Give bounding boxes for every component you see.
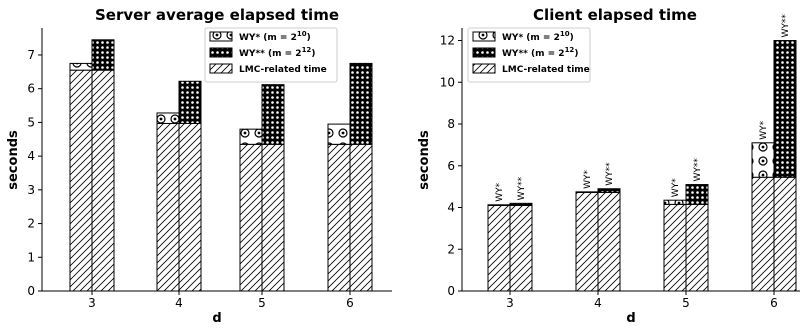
legend-swatch-wy2 xyxy=(209,47,233,58)
bar-label: WY** xyxy=(781,14,791,38)
client-chart: Client elapsed time WY* WY** WY* WY**WY*WY*… xyxy=(417,6,800,326)
y-tick-label: 0 xyxy=(447,284,455,298)
y-tick-label: 8 xyxy=(447,117,455,131)
server-x-label: d xyxy=(212,311,221,326)
bar-wy2-segment xyxy=(178,80,202,124)
bar-label: WY* xyxy=(759,120,769,139)
server-ticks: 0 1 2 3 4 5 6 7 3 4 5 6 xyxy=(27,48,353,310)
bar-lmc-segment xyxy=(663,203,687,292)
bar-lmc-segment xyxy=(69,69,93,292)
bar-lmc-segment xyxy=(349,143,373,292)
bar-wy2-segment xyxy=(685,184,709,205)
bar-wy1-segment xyxy=(327,123,351,145)
bar-wy2-segment xyxy=(91,39,115,71)
bar-lmc-segment xyxy=(597,191,621,292)
y-tick-label: 4 xyxy=(447,201,455,215)
legend-label-wy1: WY* (m = 210) xyxy=(239,30,311,43)
bar-wy1-segment xyxy=(751,142,775,178)
legend-swatch-lmc xyxy=(472,63,496,74)
legend-swatch-wy1 xyxy=(209,31,233,42)
bar-wy1-segment xyxy=(156,112,180,124)
bar-wy1-segment xyxy=(487,204,511,206)
bar-label: WY** xyxy=(517,176,527,200)
x-tick-label: 5 xyxy=(258,296,266,310)
legend-label-wy2: WY** (m = 212) xyxy=(239,46,315,59)
server-chart: Server average elapsed time 0 1 2 3 4 5 6 7 3 4 5 6… xyxy=(6,6,392,326)
x-tick-label: 6 xyxy=(770,296,778,310)
bar-wy1-segment xyxy=(239,128,263,145)
client-x-label: d xyxy=(626,311,635,326)
y-tick-label: 7 xyxy=(27,48,35,62)
y-tick-label: 6 xyxy=(447,159,455,173)
legend-swatch-wy1 xyxy=(472,31,496,42)
server-bars xyxy=(69,39,373,292)
bar-lmc-segment xyxy=(685,203,709,292)
bar-lmc-segment xyxy=(156,122,180,292)
bar-wy2-segment xyxy=(509,202,533,206)
x-tick-label: 6 xyxy=(346,296,354,310)
bar-lmc-segment xyxy=(487,204,511,292)
bar-label: WY* xyxy=(671,178,681,197)
bar-label: WY** xyxy=(605,162,615,186)
bar-wy2-segment xyxy=(597,188,621,193)
bar-lmc-segment xyxy=(575,191,599,292)
client-chart-title: Client elapsed time xyxy=(533,6,697,24)
client-ticks: 0 2 4 6 8 10 12 3 4 5 6 xyxy=(440,34,778,310)
client-legend: WY* (m = 210) WY** (m = 212) LMC-related t… xyxy=(467,27,591,83)
y-tick-label: 10 xyxy=(440,75,455,89)
server-chart-title: Server average elapsed time xyxy=(95,6,339,24)
bar-lmc-segment xyxy=(327,143,351,292)
bar-wy1-segment xyxy=(69,62,93,71)
client-bars: WY* WY** WY* WY** WY* WY** WY* WY** xyxy=(487,14,797,292)
bar-lmc-segment xyxy=(773,176,797,292)
y-tick-label: 12 xyxy=(440,34,455,48)
bar-wy1-segment xyxy=(663,199,687,205)
server-axes xyxy=(41,28,392,292)
server-y-label: seconds xyxy=(6,130,21,190)
bar-wy2-segment xyxy=(773,40,797,178)
y-tick-label: 0 xyxy=(27,284,35,298)
bar-label: WY** xyxy=(693,158,703,182)
legend-swatch-wy2 xyxy=(472,47,496,58)
bar-wy2-segment xyxy=(261,84,285,145)
y-tick-label: 2 xyxy=(447,242,455,256)
legend-frame xyxy=(204,27,338,83)
bar-wy1-segment xyxy=(575,191,599,193)
x-tick-label: 4 xyxy=(175,296,183,310)
x-tick-label: 5 xyxy=(682,296,690,310)
bar-lmc-segment xyxy=(751,176,775,292)
bar-label: WY* xyxy=(495,182,505,201)
bar-lmc-segment xyxy=(261,143,285,292)
bar-lmc-segment xyxy=(178,122,202,292)
legend-label-wy2: WY** (m = 212) xyxy=(502,46,578,59)
x-tick-label: 4 xyxy=(594,296,602,310)
server-legend: WY* (m = 210) WY** (m = 212) LMC-related t… xyxy=(204,27,338,83)
y-tick-label: 6 xyxy=(27,82,35,96)
y-tick-label: 4 xyxy=(27,149,35,163)
bar-lmc-segment xyxy=(91,69,115,292)
x-tick-label: 3 xyxy=(88,296,96,310)
legend-label-wy1: WY* (m = 210) xyxy=(502,30,574,43)
bar-label: WY* xyxy=(583,169,593,188)
legend-swatch-lmc xyxy=(209,63,233,74)
y-tick-label: 2 xyxy=(27,217,35,231)
y-tick-label: 5 xyxy=(27,115,35,129)
legend-label-lmc: LMC-related time xyxy=(502,65,590,75)
bar-lmc-segment xyxy=(239,143,263,292)
bar-lmc-segment xyxy=(509,204,533,292)
x-tick-label: 3 xyxy=(506,296,514,310)
legend-label-lmc: LMC-related time xyxy=(239,65,327,75)
bar-wy2-segment xyxy=(349,62,373,145)
client-y-label: seconds xyxy=(417,130,432,190)
y-tick-label: 1 xyxy=(27,250,35,264)
y-tick-label: 3 xyxy=(27,183,35,197)
client-axes xyxy=(461,28,800,292)
legend-frame xyxy=(467,27,591,83)
